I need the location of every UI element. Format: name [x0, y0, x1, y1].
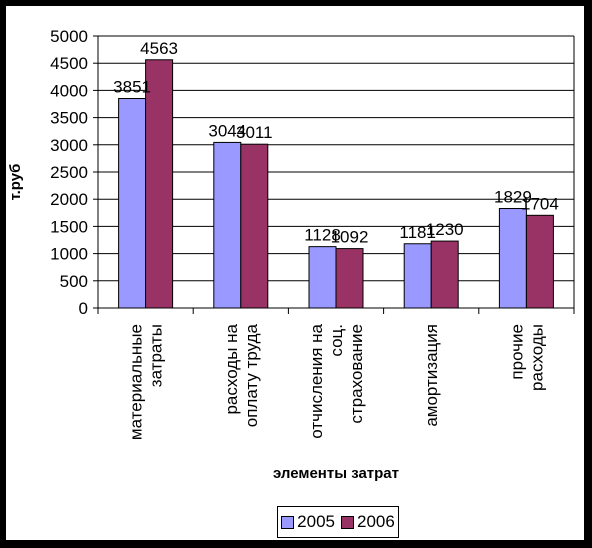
category-label-2: отчисления на соц. страхование — [307, 323, 366, 438]
data-label-2006-4: 1704 — [521, 194, 559, 213]
category-label-line: соц. — [327, 324, 346, 357]
y-tick-label: 3500 — [50, 109, 88, 128]
legend: 2005 2006 — [277, 506, 399, 538]
y-tick-label: 4000 — [50, 81, 88, 100]
bar-2005-1 — [213, 141, 242, 309]
bars — [118, 59, 554, 309]
bar-2006-2 — [335, 248, 364, 309]
category-label-line: амортизация — [422, 324, 441, 427]
data-label-2005-4: 1829 — [494, 188, 532, 207]
y-tick-label: 3000 — [50, 136, 88, 155]
category-label-line: отчисления на — [307, 323, 326, 438]
bar-2005-0 — [118, 98, 147, 309]
category-label-3: амортизация — [422, 324, 441, 427]
y-tick-label: 4500 — [50, 54, 88, 73]
legend-item-2005: 2005 — [281, 512, 335, 532]
bar-2005-4 — [498, 208, 527, 309]
data-label-2006-0: 4563 — [140, 39, 178, 58]
category-label-line: расходы — [527, 324, 546, 391]
category-label-line: расходы на — [222, 323, 241, 414]
category-label-0: материальные затраты — [127, 324, 166, 440]
data-label-2005-0: 3851 — [113, 78, 151, 97]
y-tick-label: 5000 — [50, 27, 88, 46]
y-tick-labels: 0 500 1000 1500 2000 2500 3000 3500 4000 4500 5000 — [50, 27, 88, 318]
category-label-line: прочие — [507, 324, 526, 380]
data-label-2006-2: 1092 — [331, 228, 369, 247]
y-tick-label: 1500 — [50, 217, 88, 236]
y-tick-label: 0 — [79, 299, 88, 318]
y-tick-label: 1000 — [50, 245, 88, 264]
bar-2006-4 — [525, 214, 554, 309]
legend-label-2006: 2006 — [357, 512, 395, 531]
y-tick-label: 500 — [60, 272, 88, 291]
bar-2005-3 — [403, 243, 432, 309]
legend-swatch-2006 — [341, 515, 354, 529]
category-label-line: оплату труда — [242, 323, 261, 427]
data-labels: 3851 3044 1128 1181 1829 4563 3011 1092 1230 1704 — [113, 39, 559, 247]
bar-2006-1 — [240, 143, 269, 309]
category-label-line: затраты — [147, 324, 166, 387]
legend-label-2005: 2005 — [297, 512, 335, 531]
chart-frame: 0 500 1000 1500 2000 2500 3000 3500 4000 4500 5000… — [6, 6, 584, 540]
y-tick-label: 2000 — [50, 190, 88, 209]
bar-chart: 0 500 1000 1500 2000 2500 3000 3500 4000 4500 5000… — [7, 27, 575, 482]
y-tick-label: 2500 — [50, 163, 88, 182]
category-label-line: материальные — [127, 324, 146, 440]
data-label-2006-1: 3011 — [236, 123, 273, 142]
data-label-2005-2: 1128 — [304, 226, 341, 245]
data-label-2005-3: 1181 — [399, 223, 436, 242]
bar-2005-2 — [308, 246, 337, 309]
category-label-line: страхование — [347, 324, 366, 424]
category-labels: материальные затраты расходы на оплату труд… — [127, 323, 547, 440]
bar-2006-3 — [430, 240, 459, 309]
category-label-4: прочие расходы — [507, 324, 546, 391]
legend-item-2006: 2006 — [341, 512, 395, 532]
data-label-2005-1: 3044 — [208, 121, 246, 140]
y-axis-title: т.руб — [7, 164, 24, 201]
bar-2006-0 — [145, 59, 174, 309]
data-label-2006-3: 1230 — [426, 220, 464, 239]
x-axis-title: элементы затрат — [273, 465, 399, 482]
category-label-1: расходы на оплату труда — [222, 323, 261, 427]
legend-swatch-2005 — [281, 515, 295, 529]
